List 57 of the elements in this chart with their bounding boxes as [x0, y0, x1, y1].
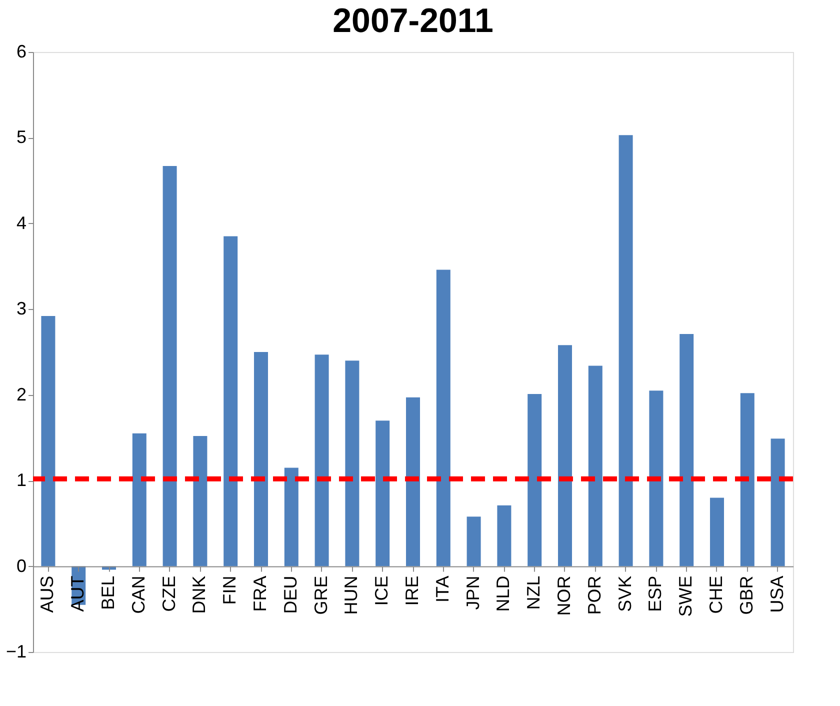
- x-tick-label: FIN: [220, 576, 240, 605]
- bar: [406, 397, 420, 566]
- x-tick-label: NOR: [554, 576, 574, 616]
- x-tick-label: ITA: [432, 576, 452, 602]
- bar: [345, 360, 360, 566]
- bar: [41, 316, 56, 566]
- y-tick-label: 0: [16, 556, 26, 576]
- x-tick-label: SWE: [676, 576, 696, 617]
- bar: [680, 334, 694, 566]
- x-tick-label: JPN: [462, 576, 483, 610]
- bar: [649, 390, 664, 566]
- y-tick-label: 6: [16, 42, 26, 62]
- bar: [193, 436, 208, 566]
- bar: [770, 438, 785, 566]
- bar: [224, 236, 238, 566]
- x-tick-label: BEL: [98, 576, 118, 610]
- bar: [558, 345, 572, 566]
- x-tick-label: SVK: [614, 576, 635, 612]
- y-tick-label: 1: [16, 470, 26, 490]
- x-tick-label: DNK: [189, 576, 210, 614]
- bar: [588, 366, 602, 566]
- y-tick-label: 2: [16, 384, 26, 404]
- x-tick-label: AUS: [37, 576, 58, 613]
- x-tick-label: USA: [766, 576, 787, 613]
- bar: [740, 393, 754, 566]
- x-tick-label: AUT: [68, 576, 88, 612]
- x-tick-label: NZL: [524, 576, 544, 610]
- x-tick-label: ICE: [372, 576, 392, 606]
- bar: [162, 166, 177, 566]
- bar: [497, 505, 512, 566]
- bar: [376, 420, 390, 566]
- x-tick-label: DEU: [280, 576, 300, 614]
- y-tick-label: 3: [16, 298, 26, 319]
- bar: [466, 516, 481, 566]
- x-tick-label: CHE: [706, 576, 726, 614]
- x-tick-label: CAN: [128, 576, 148, 614]
- bar: [528, 394, 542, 566]
- x-tick-label: FRA: [250, 576, 270, 612]
- bar: [618, 135, 633, 566]
- x-tick-label: GRE: [310, 576, 331, 615]
- x-tick-label: HUN: [341, 576, 362, 615]
- x-tick-label: POR: [584, 576, 604, 615]
- bar: [710, 498, 724, 566]
- x-tick-label: CZE: [158, 576, 179, 612]
- bar: [436, 270, 450, 566]
- x-tick-label: ESP: [645, 576, 666, 612]
- y-tick-label: −1: [6, 642, 26, 662]
- y-tick-label: 4: [16, 212, 26, 233]
- x-tick-label: IRE: [402, 576, 422, 606]
- bar: [132, 433, 146, 566]
- chart-title: 2007-2011: [332, 2, 494, 40]
- bar: [314, 354, 329, 566]
- bar: [284, 468, 298, 566]
- x-tick-label: NLD: [493, 576, 514, 612]
- y-tick-label: 5: [16, 127, 26, 148]
- bar: [254, 352, 268, 566]
- x-tick-label: GBR: [736, 576, 756, 615]
